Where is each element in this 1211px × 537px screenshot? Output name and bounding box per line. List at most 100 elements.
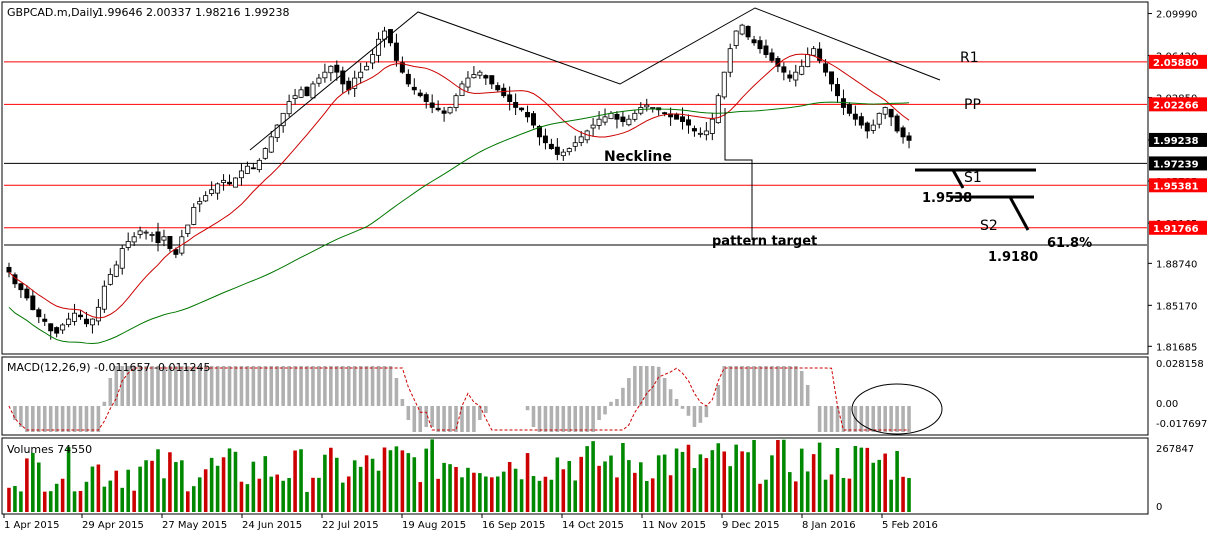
axis-layer: 2.099902.064202.028501.992381.957351.921… <box>3 10 1207 531</box>
candle-body <box>221 179 227 183</box>
candle-body <box>626 118 632 126</box>
candle-body <box>870 124 876 131</box>
candle-body <box>30 295 36 311</box>
candle-body <box>835 84 840 97</box>
candle-body <box>268 136 274 153</box>
candle-body <box>167 235 173 249</box>
candle-body <box>483 75 489 79</box>
candle-body <box>876 112 882 125</box>
candle-body <box>507 94 513 102</box>
price-tick-label: 1.88740 <box>1156 259 1197 270</box>
candle-body <box>48 323 54 332</box>
candle-body <box>638 107 644 114</box>
candle-body <box>78 314 83 318</box>
candle-body <box>119 248 125 269</box>
candle-body <box>650 107 656 109</box>
s2-drop <box>1008 196 1030 231</box>
x-tick-label: 1 Apr 2015 <box>4 520 59 531</box>
x-tick-label: 14 Oct 2015 <box>562 520 624 531</box>
candle-body <box>829 71 835 85</box>
candle-body <box>578 136 584 143</box>
candle-body <box>751 39 757 44</box>
candle-body <box>685 119 691 126</box>
price-layer <box>4 7 1147 345</box>
candle-body <box>24 288 30 299</box>
macd-tick-label: 0.00 <box>1156 399 1178 410</box>
s1-drop <box>951 169 965 189</box>
candle-body <box>143 231 149 234</box>
candle-body <box>703 130 709 136</box>
candle-body <box>18 283 24 291</box>
candle-body <box>161 236 167 241</box>
candle-body <box>465 77 471 88</box>
candle-body <box>727 48 733 73</box>
current-price-box <box>1149 132 1207 147</box>
candle-body <box>495 85 501 91</box>
candle-body <box>674 113 680 120</box>
candle-body <box>107 274 113 285</box>
candle-body <box>364 65 370 71</box>
candle-body <box>745 25 751 38</box>
candle-body <box>6 266 12 273</box>
candle-body <box>215 183 221 194</box>
candle-body <box>399 62 405 73</box>
candle-body <box>227 181 233 185</box>
pattern-target-label: pattern target <box>712 234 817 249</box>
candle-body <box>137 230 143 235</box>
level-price-label: 2.02266 <box>1153 100 1199 111</box>
candle-body <box>370 54 376 64</box>
candle-body <box>244 165 250 174</box>
candle-body <box>101 285 107 310</box>
candle-body <box>733 30 739 46</box>
level-price-box <box>1149 54 1207 69</box>
pp-label: PP <box>964 97 981 113</box>
price-tick-label: 1.85170 <box>1156 301 1197 312</box>
candle-body <box>72 312 78 322</box>
level-price-box <box>1149 220 1207 235</box>
neckline-price-box <box>1149 156 1207 171</box>
candle-body <box>596 118 602 126</box>
candle-body <box>548 143 554 150</box>
candle-body <box>614 113 620 120</box>
candle-body <box>858 116 864 126</box>
candle-body <box>250 167 256 170</box>
candle-body <box>256 159 262 171</box>
volume-title: Volumes 74550 <box>7 443 92 456</box>
measured-move-line <box>724 108 753 240</box>
candle-body <box>316 77 322 84</box>
candle-body <box>882 107 888 115</box>
candle-body <box>513 102 519 108</box>
candle-body <box>60 324 66 331</box>
candle-body <box>334 64 340 73</box>
candle-body <box>823 63 829 73</box>
candle-body <box>274 124 280 138</box>
candle-body <box>441 110 447 114</box>
candle-body <box>697 132 703 135</box>
candle-body <box>572 142 578 147</box>
candle-body <box>525 111 531 118</box>
price-tick-label: 2.09990 <box>1156 10 1197 21</box>
x-tick-label: 5 Feb 2016 <box>882 520 938 531</box>
candle-body <box>292 95 298 99</box>
price-tick-label: 1.81685 <box>1156 342 1197 353</box>
candle-body <box>894 115 900 132</box>
chart-header-ohlc: 1.99646 2.00337 1.98216 1.99238 <box>97 6 289 19</box>
candle-body <box>310 83 316 99</box>
candle-body <box>262 148 268 159</box>
s1-label: S1 <box>964 170 982 186</box>
candle-body <box>620 116 626 122</box>
level-price-label: 1.95381 <box>1153 181 1199 192</box>
candle-body <box>721 71 727 98</box>
candle-body <box>554 146 560 155</box>
candle-body <box>769 52 775 61</box>
candle-body <box>536 125 542 138</box>
macd-signal-line <box>8 367 910 431</box>
volume-tick-label: 267847 <box>1156 444 1194 455</box>
target-value-1: 1.9538 <box>922 191 972 206</box>
candle-body <box>429 102 435 108</box>
x-tick-label: 19 Aug 2015 <box>402 520 466 531</box>
candle-body <box>662 112 668 115</box>
candle-body <box>477 71 483 76</box>
candle-body <box>232 177 238 188</box>
candle-body <box>280 112 286 127</box>
